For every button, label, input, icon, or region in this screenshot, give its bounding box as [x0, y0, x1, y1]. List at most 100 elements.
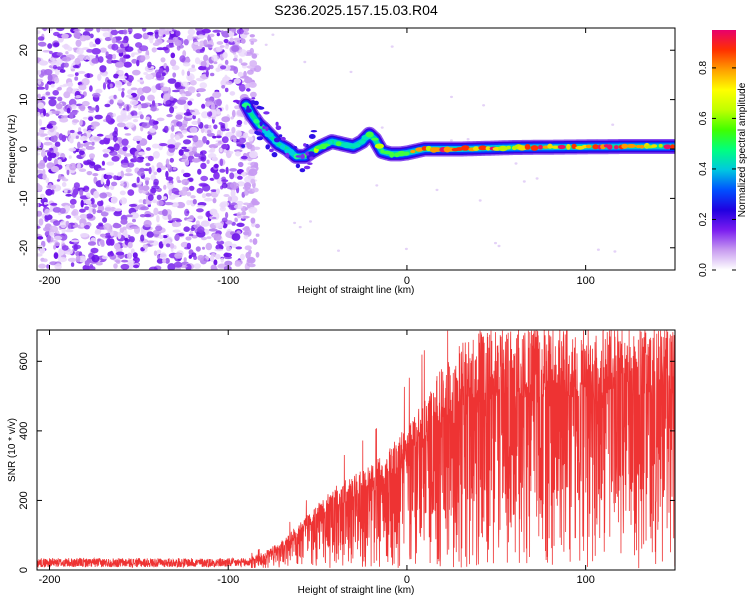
- noise-speckle: [249, 34, 255, 38]
- noise-speckle: [140, 206, 149, 211]
- noise-speckle: [114, 259, 120, 263]
- noise-speckle: [151, 165, 155, 173]
- noise-speckle: [151, 185, 160, 190]
- noise-speckle: [243, 231, 250, 236]
- noise-speckle: [215, 46, 223, 52]
- noise-speckle: [89, 153, 95, 159]
- noise-speckle: [264, 43, 268, 46]
- noise-speckle: [66, 169, 70, 176]
- noise-speckle: [37, 236, 44, 240]
- noise-speckle: [51, 165, 60, 173]
- noise-speckle: [174, 253, 183, 259]
- noise-speckle: [91, 58, 100, 64]
- noise-speckle: [129, 99, 139, 106]
- noise-speckle: [109, 150, 118, 156]
- noise-speckle: [153, 178, 159, 186]
- noise-speckle: [101, 160, 105, 166]
- noise-speckle: [156, 258, 164, 264]
- noise-speckle: [216, 244, 220, 250]
- noise-speckle: [113, 175, 118, 180]
- noise-speckle: [48, 225, 59, 233]
- noise-speckle: [153, 207, 159, 216]
- noise-speckle: [221, 116, 231, 123]
- noise-speckle: [87, 241, 97, 246]
- noise-speckle: [231, 28, 236, 33]
- noise-speckle: [111, 43, 119, 51]
- noise-speckle: [234, 38, 241, 46]
- trace-speckle: [271, 152, 278, 158]
- noise-speckle: [130, 248, 135, 255]
- noise-speckle: [216, 240, 225, 245]
- noise-speckle: [133, 104, 138, 109]
- noise-speckle: [69, 162, 77, 171]
- noise-speckle: [191, 120, 199, 125]
- noise-speckle: [212, 197, 217, 204]
- noise-speckle: [147, 155, 154, 162]
- noise-speckle: [237, 161, 244, 168]
- noise-speckle: [43, 226, 51, 232]
- noise-speckle: [229, 172, 235, 180]
- noise-speckle: [216, 135, 222, 139]
- noise-speckle: [201, 28, 211, 34]
- noise-speckle: [37, 139, 41, 147]
- noise-speckle: [151, 143, 160, 149]
- noise-speckle: [177, 180, 182, 183]
- noise-speckle: [112, 223, 122, 229]
- noise-speckle: [494, 241, 497, 245]
- trace-blob: [506, 145, 511, 150]
- noise-speckle: [205, 242, 213, 251]
- noise-speckle: [110, 196, 118, 204]
- noise-speckle: [50, 135, 58, 143]
- snr-panel: -200 -100 0 100 0 200 400 600 Height of straig…: [7, 329, 676, 596]
- noise-speckle: [44, 136, 51, 141]
- trace-speckle: [262, 125, 266, 130]
- noise-speckle: [107, 228, 113, 233]
- noise-speckle: [219, 45, 225, 48]
- noise-speckle: [224, 59, 229, 65]
- trace-blob: [253, 119, 260, 124]
- noise-speckle: [109, 83, 113, 88]
- noise-speckle: [132, 218, 136, 223]
- noise-speckle: [168, 189, 172, 196]
- noise-speckle: [72, 65, 80, 69]
- noise-speckle: [46, 124, 53, 129]
- trace-blob: [478, 145, 488, 151]
- trace-speckle: [275, 121, 279, 127]
- noise-speckle: [186, 191, 192, 197]
- noise-speckle: [70, 104, 77, 110]
- noise-speckle: [208, 111, 213, 117]
- noise-speckle: [105, 134, 112, 139]
- noise-speckle: [227, 40, 236, 45]
- snr-y-tick-label: 200: [18, 491, 30, 509]
- noise-speckle: [121, 138, 129, 146]
- noise-speckle: [102, 82, 107, 90]
- noise-speckle: [79, 135, 88, 141]
- trace-blob: [557, 144, 566, 150]
- noise-speckle: [123, 181, 127, 188]
- noise-speckle: [213, 61, 218, 65]
- noise-speckle: [52, 207, 62, 213]
- noise-speckle: [112, 130, 118, 138]
- noise-speckle: [156, 75, 165, 81]
- trace-speckle: [298, 150, 303, 154]
- noise-speckle: [223, 38, 229, 44]
- noise-speckle: [54, 76, 60, 84]
- noise-speckle: [109, 118, 116, 124]
- noise-speckle: [216, 98, 222, 107]
- noise-speckle: [181, 146, 188, 150]
- noise-speckle: [497, 244, 501, 248]
- trace-blob: [658, 143, 663, 148]
- noise-speckle: [117, 75, 127, 79]
- noise-speckle: [112, 53, 117, 60]
- trace-blob: [606, 144, 613, 150]
- noise-speckle: [37, 41, 47, 47]
- noise-speckle: [37, 80, 42, 85]
- noise-speckle: [45, 188, 53, 196]
- noise-speckle: [70, 68, 75, 72]
- noise-speckle: [67, 223, 72, 230]
- noise-speckle: [117, 99, 123, 104]
- noise-speckle: [337, 249, 340, 252]
- noise-speckle: [236, 222, 245, 227]
- noise-speckle: [200, 175, 209, 182]
- noise-speckle: [96, 133, 104, 137]
